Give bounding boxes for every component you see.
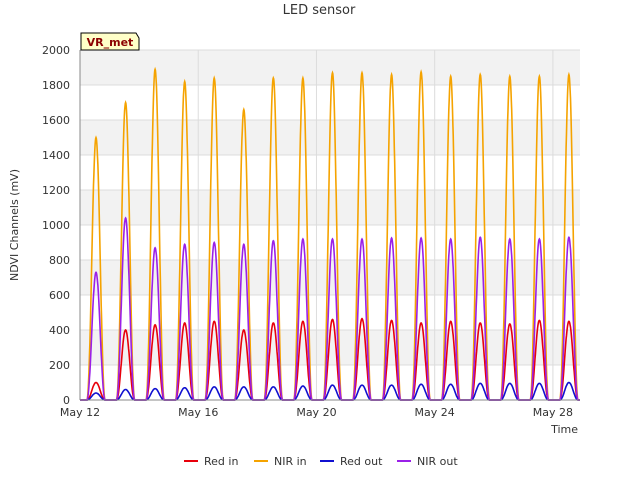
y-tick-label: 800 bbox=[49, 254, 70, 267]
y-tick-label: 1400 bbox=[42, 149, 70, 162]
site-badge-label: VR_met bbox=[87, 36, 134, 49]
legend-item: NIR in bbox=[254, 455, 307, 468]
plot-band bbox=[80, 295, 580, 330]
site-badge: VR_met bbox=[80, 32, 140, 51]
y-tick-label: 0 bbox=[63, 394, 70, 407]
y-tick-label: 600 bbox=[49, 289, 70, 302]
y-tick-label: 200 bbox=[49, 359, 70, 372]
x-tick-labels: May 12 May 16 May 20 May 24 May 28 bbox=[60, 406, 573, 419]
legend-label: Red in bbox=[204, 455, 238, 468]
plot-band bbox=[80, 50, 580, 85]
y-tick-labels: 0 200 400 600 800 1000 1200 1400 1600 1800 2000 bbox=[42, 44, 70, 407]
x-axis-label: Time bbox=[550, 423, 578, 436]
x-tick-label: May 16 bbox=[178, 406, 218, 419]
legend-item: Red in bbox=[184, 455, 238, 468]
y-tick-label: 1200 bbox=[42, 184, 70, 197]
legend: Red in NIR in Red out NIR out bbox=[184, 455, 458, 468]
y-tick-label: 2000 bbox=[42, 44, 70, 57]
legend-item: Red out bbox=[320, 455, 383, 468]
x-tick-label: May 28 bbox=[533, 406, 573, 419]
legend-label: NIR out bbox=[417, 455, 458, 468]
y-tick-label: 400 bbox=[49, 324, 70, 337]
legend-label: NIR in bbox=[274, 455, 307, 468]
axes bbox=[79, 50, 580, 401]
x-tick-label: May 12 bbox=[60, 406, 100, 419]
x-tick-label: May 20 bbox=[296, 406, 336, 419]
legend-label: Red out bbox=[340, 455, 383, 468]
y-tick-label: 1600 bbox=[42, 114, 70, 127]
x-tick-label: May 24 bbox=[415, 406, 455, 419]
y-axis-label: NDVI Channels (mV) bbox=[8, 169, 21, 281]
legend-item: NIR out bbox=[397, 455, 458, 468]
y-tick-label: 1000 bbox=[42, 219, 70, 232]
y-tick-label: 1800 bbox=[42, 79, 70, 92]
plot-band bbox=[80, 190, 580, 225]
chart-title: LED sensor bbox=[283, 3, 356, 18]
